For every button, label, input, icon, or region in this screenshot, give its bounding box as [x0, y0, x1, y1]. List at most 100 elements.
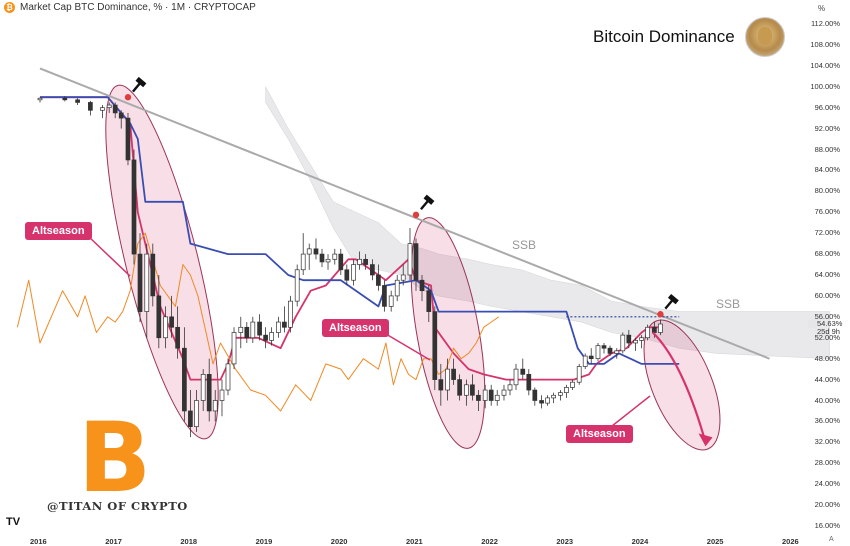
candle-body-19 — [194, 400, 199, 427]
y-tick-label: 44.00% — [814, 374, 840, 384]
candle-body-71 — [520, 368, 526, 375]
candle-body-10 — [137, 253, 143, 312]
watermark: @TITAN OF CRYPTO — [47, 499, 188, 513]
candle-body-78 — [564, 387, 569, 394]
candle-body-66 — [488, 389, 494, 401]
candle-body-36 — [300, 253, 306, 271]
y-tick-label: 40.00% — [814, 395, 840, 405]
chart-header: ₿ Market Cap BTC Dominance, % · 1M · CRY… — [4, 2, 256, 13]
auto-scale-icon[interactable]: A — [829, 536, 834, 543]
y-tick-label: 96.00% — [814, 102, 840, 112]
candle-body-55 — [419, 279, 425, 292]
candle-body-21 — [206, 374, 212, 412]
y-tick-label: 56.00% — [814, 311, 840, 321]
symbol-text[interactable]: Market Cap BTC Dominance, % · 1M · CRYPT… — [20, 2, 256, 13]
x-tick-label: 2023 — [556, 537, 574, 546]
y-tick-label: 32.00% — [814, 437, 840, 447]
candle-body-34 — [288, 300, 293, 328]
y-tick-label: 108.00% — [810, 39, 840, 49]
y-tick-label: 24.00% — [814, 479, 840, 489]
candle-body-72 — [526, 374, 532, 391]
candle-body-52 — [400, 274, 406, 281]
candle-body-84 — [601, 345, 607, 349]
candle-body-23 — [219, 389, 225, 401]
y-tick-label: 88.00% — [814, 144, 840, 154]
candle-body-29 — [257, 321, 262, 336]
candle-body-12 — [150, 253, 156, 297]
x-tick-label: 2022 — [481, 537, 498, 546]
candle-body-31 — [269, 332, 274, 341]
candle-body-57 — [432, 311, 438, 380]
percent-axis-label: % — [818, 4, 826, 13]
candle-body-80 — [576, 366, 582, 383]
avatar-face — [758, 27, 772, 45]
hammer-handle — [131, 82, 141, 93]
candle-body-2 — [75, 99, 80, 103]
chart-title: Bitcoin Dominance — [593, 27, 735, 46]
x-tick-label: 2016 — [30, 537, 47, 546]
candle-body-81 — [582, 355, 588, 367]
y-tick-label: 76.00% — [814, 207, 840, 217]
hammer-icon-2 — [420, 194, 435, 211]
candle-body-63 — [470, 384, 475, 396]
y-tick-label: 100.00% — [810, 81, 840, 91]
x-tick-label: 2020 — [330, 537, 348, 546]
hammer-head — [135, 76, 147, 88]
candle-body-26 — [238, 326, 244, 333]
candle-body-35 — [294, 269, 300, 302]
candle-body-87 — [620, 334, 626, 352]
candle-body-24 — [225, 363, 231, 391]
projection-arrow — [652, 331, 707, 443]
candle-body-53 — [407, 243, 413, 276]
bitcoin-logo: B — [78, 402, 152, 514]
candle-body-62 — [464, 384, 469, 396]
candle-body-48 — [376, 274, 381, 286]
bitcoin-coin-icon: ₿ — [4, 2, 15, 13]
candle-body-14 — [163, 316, 168, 339]
candle-body-37 — [306, 248, 312, 255]
altseason-zone-1 — [105, 84, 219, 440]
hammer-head — [667, 293, 679, 305]
candle-body-6 — [112, 104, 118, 114]
candle-body-77 — [558, 392, 563, 396]
candle-body-54 — [413, 243, 419, 281]
candle-body-64 — [476, 394, 481, 401]
y-tick-label: 28.00% — [814, 458, 840, 468]
candle-body-7 — [118, 112, 124, 119]
y-tick-label: 64.00% — [814, 270, 840, 279]
candle-body-59 — [445, 368, 450, 391]
trendline — [39, 67, 770, 360]
author-avatar — [745, 17, 785, 57]
ichimoku-cloud — [265, 86, 830, 359]
hammer-icon-1 — [131, 76, 147, 93]
candle-body-47 — [370, 264, 375, 276]
candle-body-0 — [37, 97, 43, 101]
candle-body-42 — [338, 253, 344, 271]
current-price-marker — [808, 319, 816, 328]
ssb-label-1: SSB — [512, 238, 537, 252]
tradingview-logo[interactable]: TV — [6, 516, 21, 528]
top-marker-1 — [124, 94, 132, 101]
ssb-label-2: SSB — [716, 297, 741, 311]
altseason-label-2: Altseason — [322, 319, 389, 337]
altseason-label-1: Altseason — [25, 222, 92, 240]
top-marker-2 — [412, 211, 420, 219]
top-marker-3 — [657, 311, 664, 318]
candle-body-45 — [357, 258, 362, 265]
hammer-head — [423, 194, 435, 205]
current-price-label: 54.63% — [817, 319, 843, 328]
y-tick-label: 52.00% — [814, 332, 840, 342]
candle-body-8 — [125, 117, 131, 161]
candle-body-17 — [182, 347, 187, 412]
altseason-label-3: Altseason — [566, 425, 633, 443]
candle-body-25 — [231, 332, 237, 365]
candle-body-65 — [482, 389, 488, 401]
candle-body-1 — [62, 97, 68, 101]
candle-body-69 — [507, 384, 513, 391]
candle-body-15 — [169, 316, 174, 328]
candle-body-74 — [539, 400, 544, 404]
y-tick-label: 92.00% — [814, 123, 840, 133]
candle-body-16 — [175, 326, 180, 349]
candle-body-88 — [626, 334, 632, 344]
candle-body-49 — [382, 285, 387, 307]
